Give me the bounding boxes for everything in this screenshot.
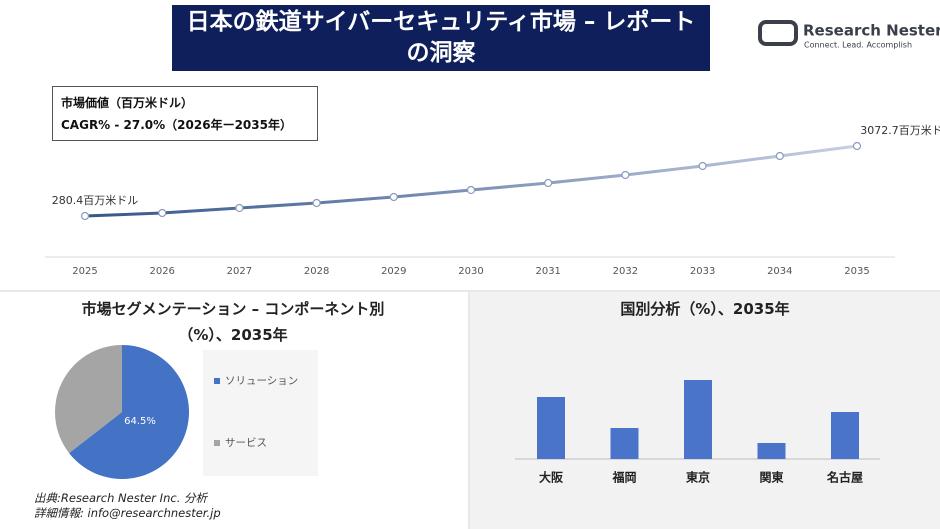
- pie-slice: [69, 345, 190, 480]
- point: [544, 178, 553, 188]
- page-title: 日本の鉄道サイバーセキュリティ市場 – レポートの洞察: [172, 5, 710, 71]
- x-tick-label: 2033: [690, 266, 715, 277]
- x-tick-label: 関東: [759, 470, 783, 485]
- point: [80, 211, 90, 221]
- data-label: 280.4百万米ドル: [52, 194, 139, 207]
- x-tick-label: 東京: [686, 470, 710, 485]
- contact: 詳細情報: info@researchnester.jp: [34, 506, 221, 520]
- bar: [831, 412, 859, 459]
- logo-name: Research Nester: [803, 22, 940, 40]
- legend-swatch: [214, 378, 220, 384]
- point: [621, 170, 630, 180]
- data-label: 3072.7百万米ドル: [860, 124, 940, 137]
- bar: [757, 443, 786, 459]
- source: 出典:Research Nester Inc. 分析: [34, 491, 207, 505]
- point: [235, 203, 244, 213]
- point: [775, 151, 784, 161]
- x-tick-label: 2029: [381, 266, 406, 277]
- x-tick-label: 2035: [844, 266, 869, 277]
- data-label: 64.5%: [124, 416, 156, 427]
- logo: Research Nester Connect. Lead. Accomplis…: [758, 20, 940, 50]
- bar: [537, 397, 565, 459]
- logo-tagline: Connect. Lead. Accomplish: [804, 41, 912, 50]
- bar-title: 国別分析（%）、2035年: [620, 300, 790, 318]
- bar: [684, 380, 712, 459]
- x-tick-label: 2032: [613, 266, 638, 277]
- legend-swatch: [214, 440, 220, 446]
- footer: 出典:Research Nester Inc. 分析 詳細情報: info@re…: [34, 491, 221, 521]
- point: [698, 161, 707, 171]
- point: [852, 141, 862, 151]
- pie-title: 市場セグメンテーション – コンポーネント別（%）、2035年: [81, 300, 385, 344]
- info-line: 市場価値（百万米ドル）: [61, 96, 194, 110]
- legend-label: ソリューション: [225, 375, 298, 387]
- legend-label: サービス: [225, 437, 267, 449]
- logo-icon: [758, 20, 798, 46]
- x-tick-label: 2031: [535, 266, 560, 277]
- bar: [610, 428, 639, 459]
- x-tick-label: 大阪: [539, 470, 564, 485]
- point: [312, 198, 321, 208]
- pie-legend-box: [203, 350, 318, 476]
- x-tick-label: 名古屋: [827, 470, 863, 485]
- point: [466, 185, 476, 195]
- info-box: 市場価値（百万米ドル） CAGR% - 27.0%（2026年ー2035年）: [52, 86, 318, 141]
- point: [389, 192, 398, 202]
- x-tick-label: 2034: [767, 266, 792, 277]
- x-tick-label: 福岡: [611, 470, 636, 485]
- x-tick-label: 2030: [458, 266, 483, 277]
- point: [158, 208, 167, 218]
- info-line: CAGR% - 27.0%（2026年ー2035年）: [61, 118, 292, 132]
- x-tick-label: 2025: [72, 266, 97, 277]
- pie-slice: [55, 345, 122, 454]
- line: [84, 144, 858, 218]
- x-tick-label: 2026: [149, 266, 174, 277]
- x-tick-label: 2028: [304, 266, 329, 277]
- x-tick-label: 2027: [227, 266, 252, 277]
